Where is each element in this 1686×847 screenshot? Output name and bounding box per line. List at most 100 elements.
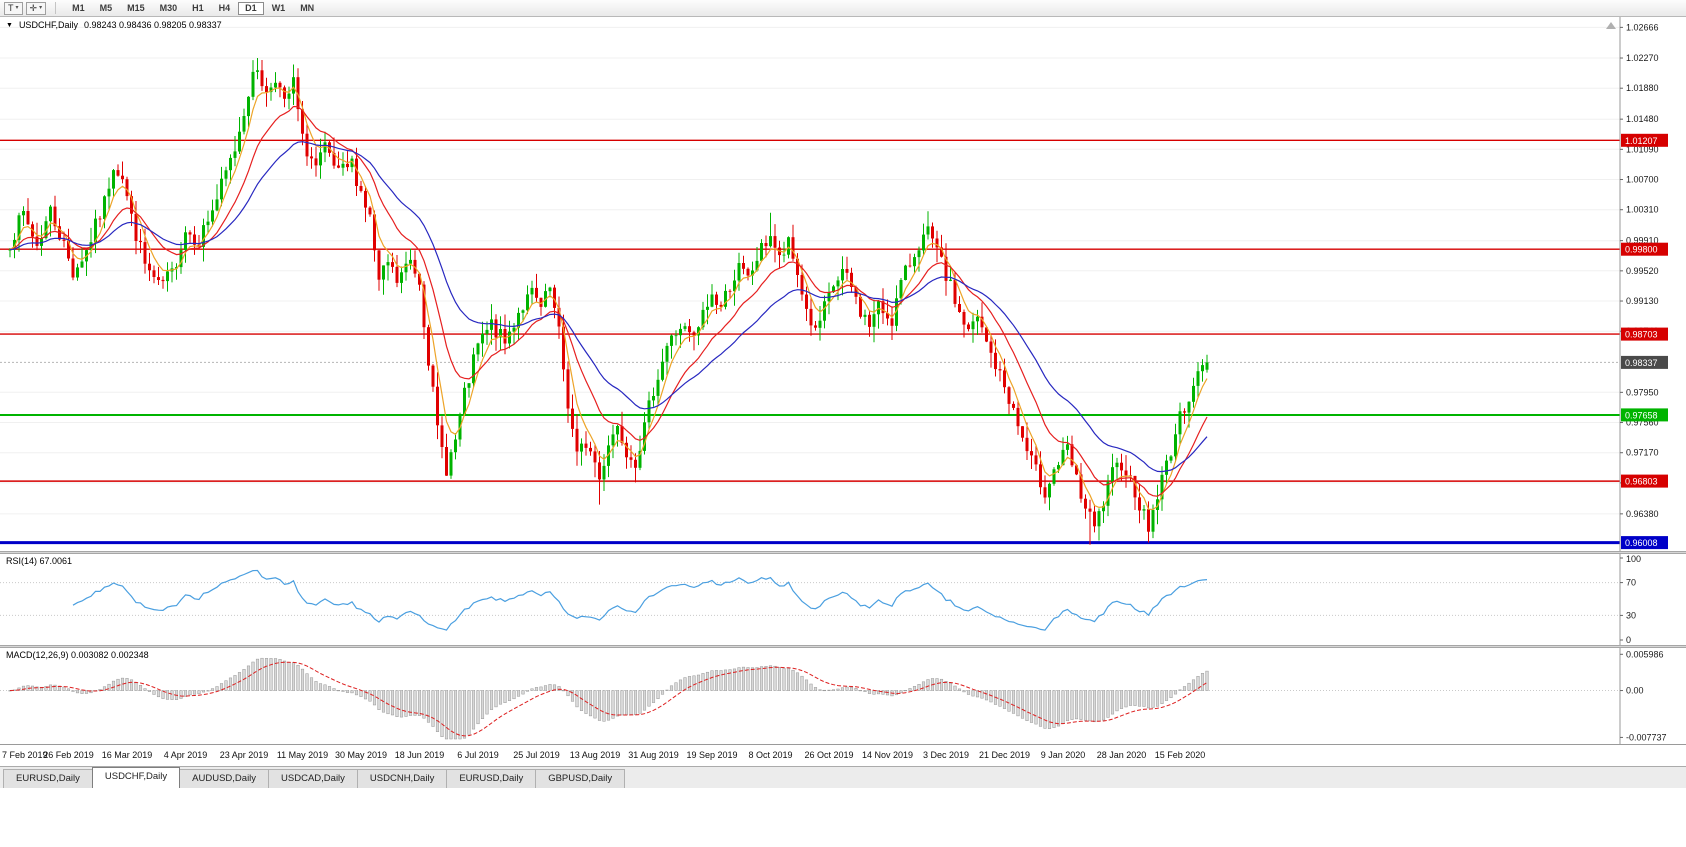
candle-body <box>76 267 79 278</box>
tab-usdchf-daily[interactable]: USDCHF,Daily <box>91 767 181 788</box>
tab-usdcnh-daily[interactable]: USDCNH,Daily <box>356 769 448 788</box>
macd-histogram-bar <box>399 690 404 718</box>
candle-body <box>143 242 147 264</box>
timeframe-mn[interactable]: MN <box>293 2 321 15</box>
candle-body <box>683 326 687 329</box>
timeframe-h1[interactable]: H1 <box>185 2 211 15</box>
macd-canvas[interactable]: 0.005986 0.00 -0.007737 <box>0 648 1686 744</box>
candle-body <box>490 319 493 330</box>
candle-body <box>395 266 399 283</box>
macd-histogram-bar <box>579 690 584 711</box>
macd-histogram-bar <box>444 690 449 740</box>
macd-histogram-bar <box>377 690 381 710</box>
macd-histogram-bar <box>224 680 228 691</box>
candle-body <box>917 250 921 258</box>
candle-body <box>310 156 313 159</box>
candle-body <box>665 345 669 362</box>
scroll-up-icon[interactable] <box>1606 22 1616 29</box>
macd-histogram-bar <box>1029 690 1034 723</box>
timeframe-m30[interactable]: M30 <box>153 2 185 15</box>
macd-histogram-bar <box>539 686 543 691</box>
candle-body <box>1187 401 1191 413</box>
macd-histogram-bar <box>440 690 444 737</box>
date-label: 31 Aug 2019 <box>628 750 679 760</box>
macd-histogram-bar <box>201 690 206 693</box>
macd-histogram-bar <box>323 684 327 691</box>
tab-eurusd-daily[interactable]: EURUSD,Daily <box>446 769 537 788</box>
macd-histogram-bar <box>822 689 827 692</box>
macd-histogram-bar <box>507 690 512 701</box>
macd-histogram-bar <box>534 687 539 691</box>
candle-body <box>620 426 624 443</box>
candle-body <box>391 262 394 267</box>
macd-histogram-bar <box>251 661 255 691</box>
candle-body <box>368 207 372 215</box>
templates-button[interactable]: T ▾ <box>4 1 23 15</box>
timeframe-d1[interactable]: D1 <box>238 1 264 15</box>
macd-histogram-bar <box>435 690 440 732</box>
tab-eurusd-daily[interactable]: EURUSD,Daily <box>3 769 93 788</box>
candle-body <box>845 269 849 273</box>
candle-body <box>17 215 21 240</box>
date-label: 3 Dec 2019 <box>922 750 970 760</box>
macd-histogram-bar <box>471 690 476 730</box>
candle-body <box>647 400 651 423</box>
macd-histogram-bar <box>345 690 350 693</box>
candle-body <box>769 236 772 247</box>
timeframe-m15[interactable]: M15 <box>120 2 152 15</box>
candle-body <box>836 280 840 287</box>
candle-body <box>278 82 282 88</box>
macd-histogram-bar <box>1038 690 1043 727</box>
timeframe-h4[interactable]: H4 <box>212 2 238 15</box>
macd-histogram-bar <box>161 690 165 699</box>
macd-histogram-bar <box>620 690 624 716</box>
candle-body <box>67 240 70 259</box>
candle-body <box>107 188 111 197</box>
macd-histogram-bar <box>273 658 278 691</box>
macd-histogram-bar <box>368 690 372 702</box>
price-tick-label: 1.02270 <box>1626 53 1659 63</box>
rsi-canvas[interactable]: 100 70 30 0 <box>0 554 1686 645</box>
tab-gbpusd-daily[interactable]: GBPUSD,Daily <box>535 769 626 788</box>
top-toolbar: T ▾ ✛ ▾ M1 M5 M15 M30 H1 H4 D1 W1 MN <box>0 0 1686 17</box>
candle-body <box>427 327 430 366</box>
macd-histogram-bar <box>912 686 917 691</box>
candle-body <box>314 158 318 166</box>
candle-body <box>1016 407 1020 427</box>
macd-histogram-bar <box>962 690 966 693</box>
rsi-panel: 100 70 30 0 RSI(14) 67.0061 <box>0 554 1686 645</box>
timeframe-m1[interactable]: M1 <box>65 2 92 15</box>
panel-resize-handle[interactable] <box>0 551 1686 554</box>
macd-histogram-bar <box>327 686 332 691</box>
candle-body <box>89 242 93 251</box>
macd-histogram-bar <box>548 684 552 691</box>
candle-body <box>238 131 241 152</box>
candle-body <box>616 426 619 435</box>
candle-body <box>823 301 826 321</box>
candle-body <box>1003 370 1006 388</box>
macd-histogram-bar <box>1101 690 1106 721</box>
macd-histogram-bar <box>404 690 408 717</box>
macd-histogram-bar <box>818 689 822 691</box>
candle-body <box>323 142 327 153</box>
time-axis[interactable]: 7 Feb 2019 26 Feb 2019 16 Mar 2019 4 Apr 20… <box>0 744 1686 766</box>
macd-histogram-bar <box>665 689 669 691</box>
tab-usdcad-daily[interactable]: USDCAD,Daily <box>268 769 358 788</box>
macd-histogram-bar <box>1034 690 1038 725</box>
macd-histogram-bar <box>309 677 314 691</box>
candle-body <box>193 234 196 245</box>
candle-body <box>751 270 754 276</box>
chevron-down-icon: ▾ <box>15 4 19 11</box>
cursor-tool-button[interactable]: ✛ ▾ <box>25 1 47 15</box>
date-label: 28 Jan 2020 <box>1096 750 1147 760</box>
macd-histogram-bar <box>692 675 696 691</box>
timeframe-w1[interactable]: W1 <box>265 2 293 15</box>
macd-histogram-bar <box>557 686 561 691</box>
macd-histogram-bar <box>1056 690 1061 727</box>
price-chart-canvas[interactable]: 1.02666 1.02270 1.01880 1.01480 1.01090 1.007… <box>0 17 1686 551</box>
timeframe-m5[interactable]: M5 <box>93 2 120 15</box>
candle-body <box>706 306 709 310</box>
macd-histogram-bar <box>89 690 93 694</box>
tab-audusd-daily[interactable]: AUDUSD,Daily <box>179 769 270 788</box>
panel-resize-handle[interactable] <box>0 645 1686 648</box>
